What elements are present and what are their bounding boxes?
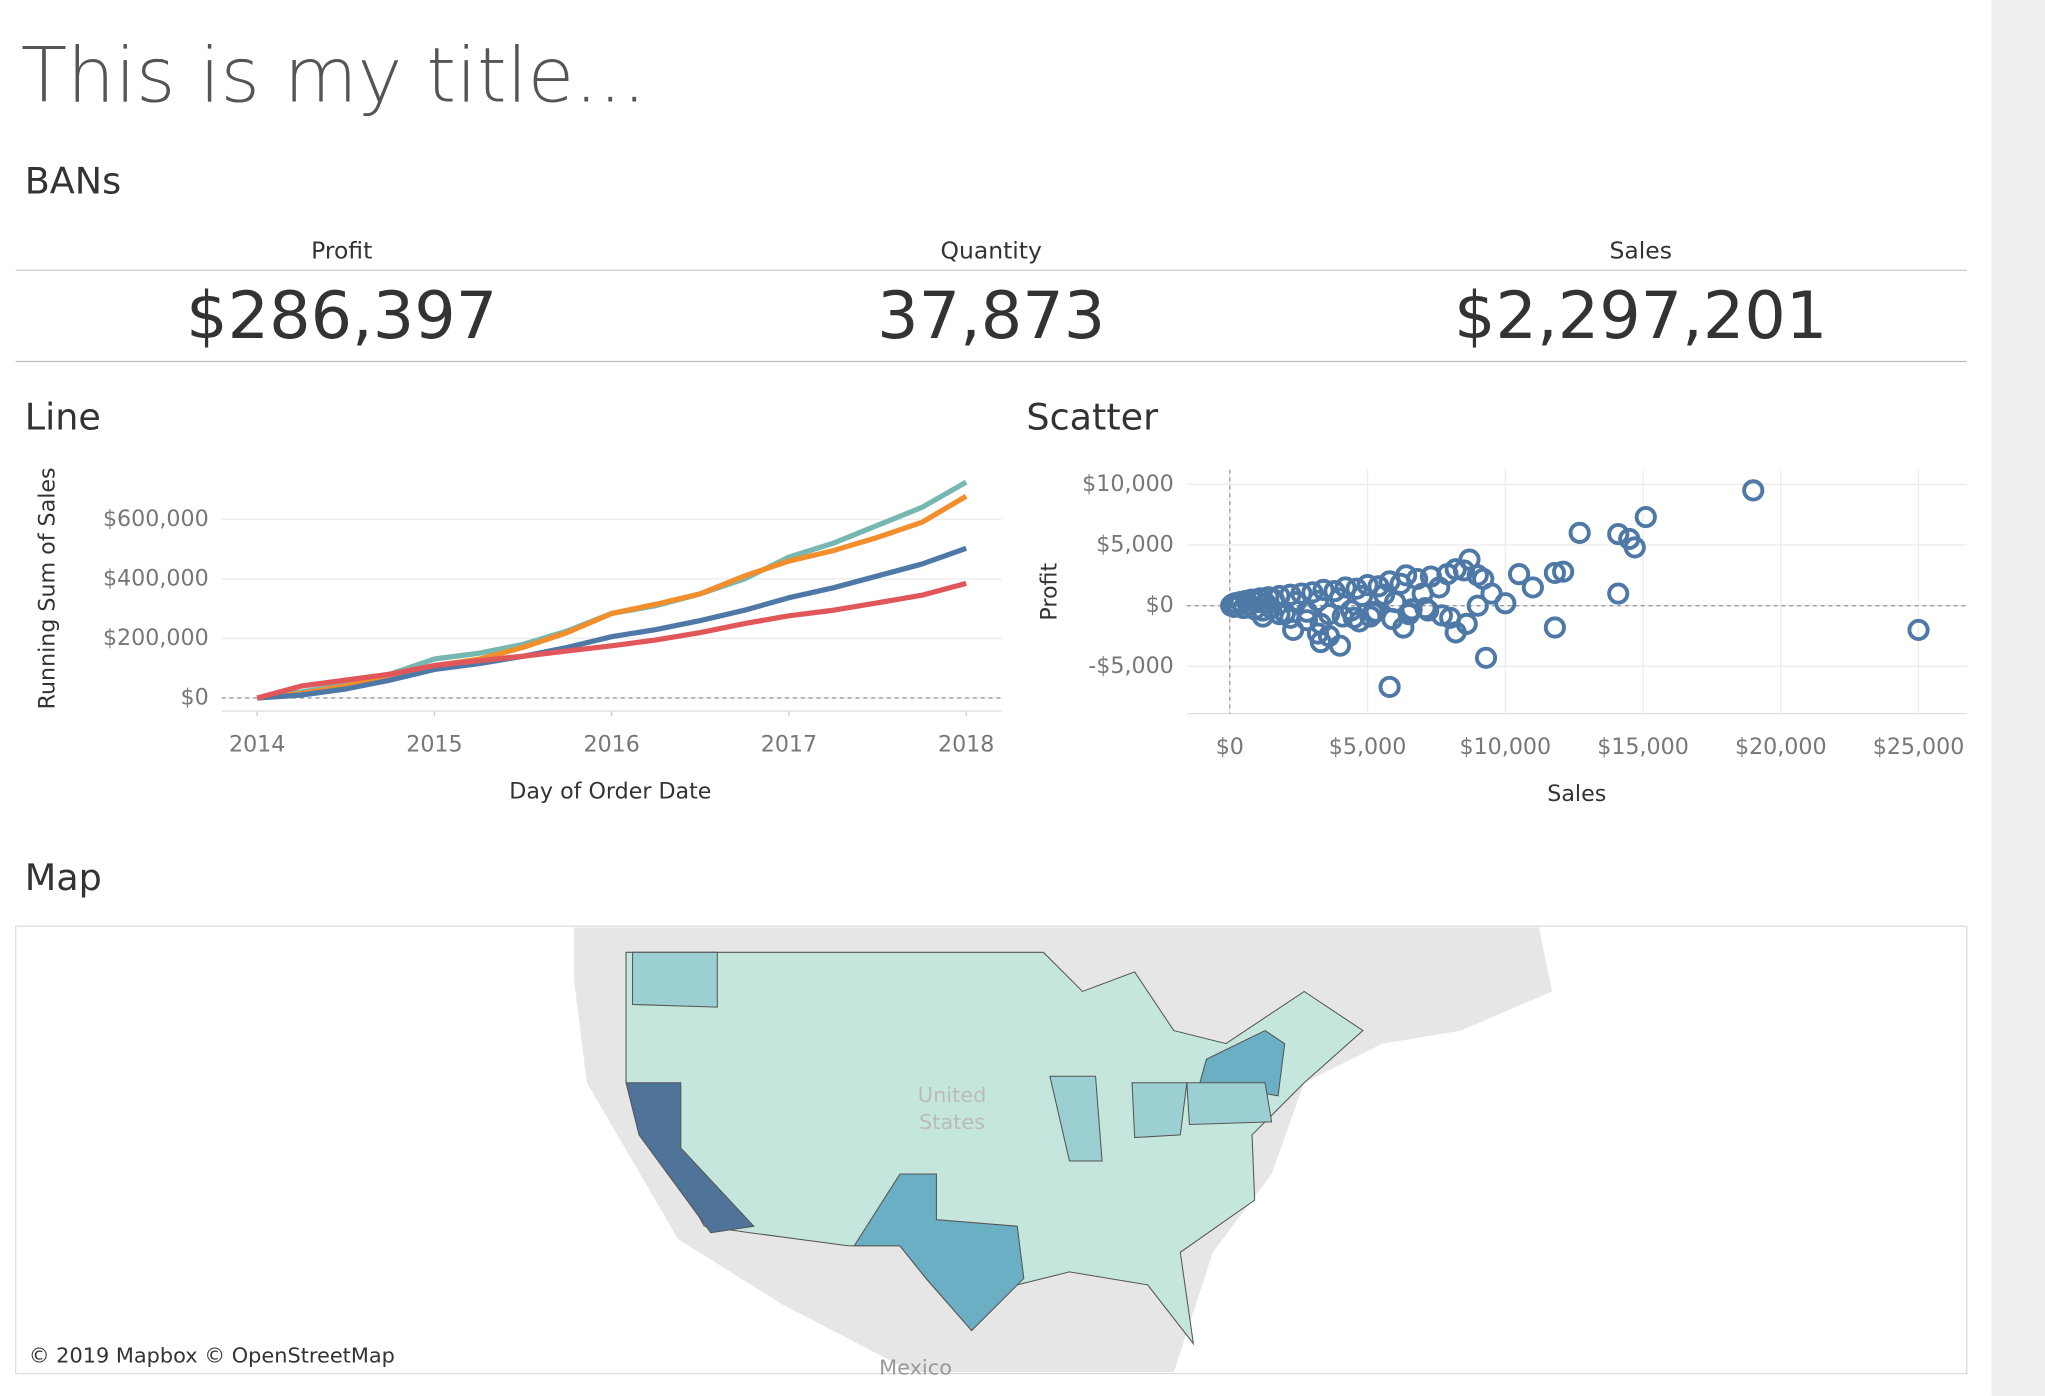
scatter-point <box>1543 616 1566 639</box>
x-axis-title: Sales <box>1547 781 1606 807</box>
line-series <box>256 580 967 701</box>
chart: -$5,000 $0 $5,000 $10,000 $0 $5,000 $10,000 $15… <box>1036 469 1967 807</box>
x-tick-label: $10,000 <box>1459 734 1551 760</box>
y-tick-label: $600,000 <box>103 506 209 532</box>
section-heading: Map <box>25 856 102 899</box>
state <box>853 1173 1025 1332</box>
scatter-point <box>1309 612 1332 635</box>
scatter-point <box>1417 599 1440 622</box>
ban-label: Sales <box>1609 236 1671 264</box>
scatter-point <box>1306 589 1330 612</box>
x-tick-label: 2015 <box>406 731 462 757</box>
y-axis-title: Profit <box>1036 563 1062 621</box>
scatter-point <box>1350 584 1374 608</box>
scatter-point <box>1466 594 1489 617</box>
scatter-point <box>1378 675 1401 699</box>
scatter-point <box>1452 559 1476 582</box>
state <box>1131 1082 1188 1139</box>
x-tick-label: $20,000 <box>1735 734 1827 760</box>
y-tick-label: $200,000 <box>103 625 209 651</box>
scatter-point <box>1328 634 1352 657</box>
y-tick-label: $10,000 <box>1082 471 1174 497</box>
y-tick-label: $0 <box>1146 592 1174 618</box>
state <box>1199 1029 1286 1097</box>
state <box>1186 1082 1273 1126</box>
section-heading: BANs <box>25 159 121 202</box>
scatter-point <box>1494 592 1517 615</box>
scatter-point <box>1455 612 1478 635</box>
scatter-point <box>1543 561 1566 584</box>
y-tick-label: $400,000 <box>103 565 209 591</box>
scatter-point <box>1356 573 1379 597</box>
chart-title: Line <box>25 395 101 438</box>
scatter-point <box>1472 567 1495 591</box>
x-axis-title: Day of Order Date <box>509 778 711 804</box>
scatter-point <box>1568 521 1591 544</box>
scatter-point <box>1607 582 1630 605</box>
scatter-point <box>1395 564 1418 587</box>
scatter-point <box>1507 563 1531 586</box>
line-series <box>256 479 968 701</box>
scatter-point <box>1521 576 1544 599</box>
scatter-point <box>1268 603 1291 626</box>
scatter-point <box>1334 576 1357 599</box>
scatter-point <box>1392 616 1415 639</box>
state <box>625 1082 755 1234</box>
line-series <box>256 493 968 701</box>
scatter-point <box>1359 605 1382 628</box>
y-tick-label: $0 <box>180 684 208 710</box>
map: United States Mexico © 2019 Mapbox © Ope… <box>14 925 1968 1379</box>
map-label: United <box>918 1083 987 1107</box>
attribution: © 2019 Mapbox © OpenStreetMap <box>29 1344 395 1368</box>
scatter-point <box>1552 560 1575 583</box>
x-tick-label: 2014 <box>229 731 285 757</box>
line-series <box>257 545 968 701</box>
chart-title: Scatter <box>1026 395 1158 438</box>
state <box>1049 1075 1103 1162</box>
x-tick-label: 2017 <box>761 731 817 757</box>
map-label: Mexico <box>879 1355 952 1379</box>
scatter-point <box>1907 618 1930 642</box>
ban-label: Profit <box>311 236 372 264</box>
scatter-point <box>1607 522 1630 546</box>
scatter-point <box>1306 622 1330 645</box>
state <box>632 951 718 1008</box>
ban-value: 37,873 <box>877 278 1105 354</box>
x-tick-label: $15,000 <box>1597 734 1689 760</box>
map-label: States <box>919 1110 985 1134</box>
x-tick-label: $5,000 <box>1329 734 1407 760</box>
x-tick-label: 2016 <box>583 731 639 757</box>
chart: $0 $200,000 $400,000 $600,000 2014 2015 2016 20… <box>35 467 1002 804</box>
scatter-point <box>1279 606 1302 629</box>
ban-label: Quantity <box>940 236 1042 264</box>
y-tick-label: -$5,000 <box>1088 653 1174 679</box>
x-tick-label: $0 <box>1216 734 1244 760</box>
scatter-point <box>1742 479 1765 502</box>
scatter-point <box>1474 646 1498 669</box>
x-tick-label: 2018 <box>938 731 994 757</box>
y-tick-label: $5,000 <box>1096 531 1174 557</box>
country <box>625 951 1364 1346</box>
x-tick-label: $25,000 <box>1873 734 1965 760</box>
scatter-point <box>1312 578 1335 601</box>
dashboard-title: This is my title... <box>21 32 646 120</box>
scroll-strip <box>1991 0 2045 1396</box>
scatter-point <box>1623 536 1646 559</box>
scatter-point <box>1634 505 1657 529</box>
ban-value: $286,397 <box>186 278 497 354</box>
y-axis-title: Running Sum of Sales <box>35 467 61 709</box>
ban-value: $2,297,201 <box>1454 278 1827 354</box>
